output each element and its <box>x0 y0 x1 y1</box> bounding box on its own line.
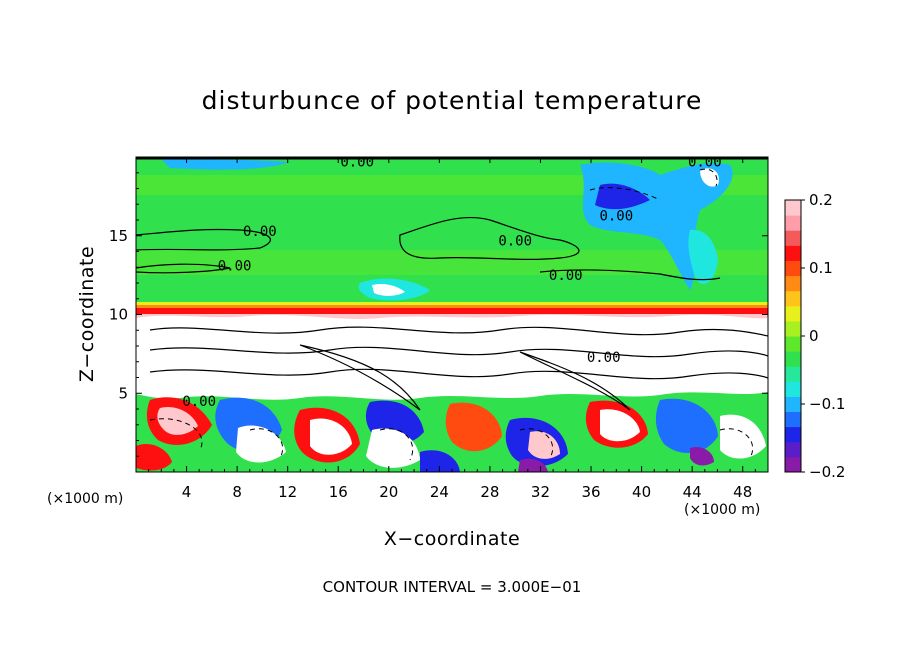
x-tick-label: 40 <box>632 483 651 501</box>
colorbar-swatch <box>785 336 801 352</box>
contour-lines-negative <box>149 168 754 461</box>
colorbar-swatch <box>785 245 801 261</box>
contour-line <box>519 428 554 459</box>
colorbar-swatch <box>785 320 801 337</box>
colorbar-swatch <box>785 366 801 382</box>
colorbar-tick-label: 0 <box>809 327 819 345</box>
contour-line <box>249 428 284 459</box>
colorbar-swatch <box>785 215 801 231</box>
anomaly-cyan <box>688 229 718 284</box>
contour-line <box>519 351 631 411</box>
contour-lines <box>136 216 768 411</box>
x-axis-label: X−coordinate <box>383 528 521 550</box>
contour-labels: 0.00 0.00 0.00 0.00 0.00 0.00 0.00 0.00 0.00 <box>182 155 722 410</box>
contour-line <box>719 428 754 459</box>
colorbar-tick-label: −0.1 <box>809 395 845 413</box>
x-tick-label: 48 <box>733 483 752 501</box>
x-tick-label: 20 <box>379 483 398 501</box>
eddy-blue-5 <box>420 450 460 472</box>
contour-label: 0.00 <box>218 259 252 275</box>
contour-line <box>136 228 271 251</box>
contour-label: 0.00 <box>688 155 722 171</box>
chart-title: disturbunce of potential temperature <box>201 86 703 115</box>
eddy-red-5 <box>136 443 172 471</box>
eddy-white-4 <box>600 409 640 442</box>
x-unit-label-left: (×1000 m) <box>47 491 124 507</box>
x-tick-label: 16 <box>329 483 348 501</box>
contour-line <box>299 344 421 411</box>
contour-interval-note: CONTOUR INTERVAL = 3.000E−01 <box>322 578 582 596</box>
colorbar-swatch <box>785 411 801 428</box>
inversion-band-orange <box>136 305 768 308</box>
y-tick-label: 5 <box>118 384 128 402</box>
anomaly-white-core <box>700 168 719 187</box>
colorbar-swatch <box>785 441 801 458</box>
contour-label: 0.00 <box>243 224 277 240</box>
x-axis: 4 8 12 16 20 24 28 32 36 40 44 48 <box>148 157 756 501</box>
contour-line <box>589 187 661 201</box>
colorbar-tick-label: −0.2 <box>809 463 845 481</box>
inversion-band-pink <box>136 314 768 319</box>
colorbar-swatch <box>785 305 801 322</box>
contour-label: 0.00 <box>549 268 583 284</box>
inversion-band-yellow <box>136 302 768 305</box>
colorbar-swatches <box>785 200 801 473</box>
contour-label: 0.00 <box>599 208 633 224</box>
contour-label: 0.00 <box>182 394 216 410</box>
inversion-band-red <box>136 308 768 314</box>
contour-line <box>149 326 768 337</box>
contour-line <box>699 168 718 187</box>
y-tick-label: 10 <box>109 306 128 324</box>
contour-label: 0.00 <box>340 155 374 171</box>
contour-label: 0.00 <box>498 233 532 249</box>
eddy-white-5 <box>720 414 766 459</box>
x-unit-label-right: (×1000 m) <box>684 502 761 518</box>
anomaly-white-small <box>372 283 405 296</box>
colorbar-tick-label: 0.1 <box>809 259 833 277</box>
contour-line <box>149 418 203 451</box>
colorbar-swatch <box>785 200 801 216</box>
contour-line <box>149 346 768 358</box>
contour-line <box>539 269 721 281</box>
eddy-field <box>136 314 768 400</box>
colorbar-swatch <box>785 275 801 292</box>
eddy-red-3 <box>445 402 502 452</box>
y-axis: 5 10 15 <box>109 172 768 457</box>
colorbar-swatch <box>785 426 801 443</box>
x-tick-label: 44 <box>683 483 702 501</box>
x-tick-label: 32 <box>531 483 550 501</box>
x-tick-label: 28 <box>480 483 499 501</box>
eddy-blue-4 <box>655 398 718 454</box>
contour-line <box>399 216 580 261</box>
colorbar-swatch <box>785 381 801 397</box>
anomaly-deepblue-plume <box>595 183 650 210</box>
colorbar-swatch <box>785 396 801 413</box>
x-tick-label: 36 <box>581 483 600 501</box>
colorbar-tick-label: 0.2 <box>809 191 833 209</box>
plot-area: 0.00 0.00 0.00 0.00 0.00 0.00 0.00 0.00 0.00 <box>136 155 768 472</box>
x-tick-label: 4 <box>182 483 192 501</box>
colorbar-swatch <box>785 290 801 307</box>
contour-label: 0.00 <box>587 350 621 366</box>
contour-line <box>379 428 414 461</box>
anomaly-top-left <box>160 158 290 170</box>
colorbar-ticks: 0.2 0.1 0 −0.1 −0.2 <box>801 191 845 481</box>
y-tick-label: 15 <box>109 227 128 245</box>
eddy-white-3 <box>366 428 420 468</box>
colorbar-swatch <box>785 230 801 246</box>
eddy-white-1 <box>236 425 286 463</box>
contour-line <box>136 263 231 274</box>
colorbar-swatch <box>785 456 801 473</box>
x-tick-label: 8 <box>232 483 242 501</box>
colorbar-swatch <box>785 260 801 277</box>
x-tick-label: 24 <box>430 483 449 501</box>
contour-line <box>149 368 768 380</box>
x-tick-label: 12 <box>278 483 297 501</box>
colorbar-swatch <box>785 351 801 367</box>
colorbar: 0.2 0.1 0 −0.1 −0.2 <box>784 191 845 481</box>
eddy-purple-2 <box>690 446 714 466</box>
field-upper-light <box>136 250 768 275</box>
eddy-white-2 <box>310 418 352 455</box>
